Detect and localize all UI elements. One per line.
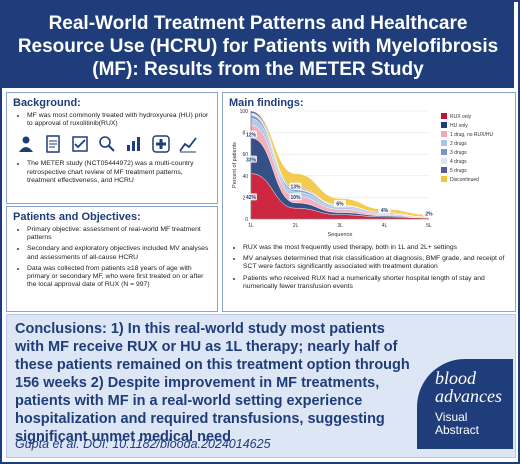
legend-label: 2 drugs [450,141,467,147]
page-title: Real-World Treatment Patterns and Health… [17,13,499,80]
svg-text:12%: 12% [246,133,257,139]
va-line-1: Visual [435,410,468,424]
findings-bullets-wrap: RUX was the most frequently used therapy… [223,241,513,294]
y-tick-label: 60 [242,152,248,158]
x-tick-label: 1L [248,223,254,229]
y-tick-label: 0 [245,217,248,223]
data-label: 2% [423,209,435,217]
legend-swatch [441,131,447,137]
x-tick-label: 3L [337,223,343,229]
legend-label: Discontinued [450,177,479,183]
data-label: 12% [245,130,257,139]
logo-line-1: blood [435,368,477,388]
conclusions-text: Conclusions: 1) In this real-world study… [15,320,410,446]
x-tick-label: 2L [293,223,299,229]
svg-text:6%: 6% [336,202,344,208]
blood-advances-badge: blood advances Visual Abstract [417,359,513,449]
patients-title: Patients and Objectives: [13,211,141,223]
legend-label: HU only [450,123,468,129]
legend-swatch [441,176,447,182]
findings-panel: Main findings: 0204060801001L2L3L4L5LSeq… [222,92,516,312]
svg-text:33%: 33% [246,157,257,163]
blood-advances-logo: blood advances [435,369,502,405]
findings-bullet-1: RUX was the most frequently used therapy… [243,244,509,252]
legend-label: 5 drugs [450,168,467,174]
legend-swatch [441,113,447,119]
svg-text:10%: 10% [290,195,301,201]
data-label: 33% [245,155,257,163]
legend-swatch [441,140,447,146]
checklist-icon [72,136,88,152]
person-icon [19,136,33,152]
findings-bullets: RUX was the most frequently used therapy… [223,244,513,291]
patients-panel: Patients and Objectives: Primary objecti… [6,206,218,312]
data-label: 4% [378,206,391,214]
data-label: 42% [245,193,257,201]
svg-text:13%: 13% [290,184,301,190]
treatment-sequence-chart: 0204060801001L2L3L4L5LSequencePercent of… [232,109,493,238]
x-tick-label: 5L [426,223,432,229]
graph-icon [179,137,197,153]
patients-bullets: Primary objective: assessment of real-wo… [7,226,217,289]
svg-text:42%: 42% [246,195,257,201]
visual-abstract-label: Visual Abstract [435,411,479,437]
data-label: 6% [334,199,346,208]
patients-bullet-3: Data was collected from patients ≥18 yea… [27,265,213,290]
background-title: Background: [13,97,81,109]
header-banner: Real-World Treatment Patterns and Health… [2,2,514,88]
findings-bullet-2: MV analyses determined that risk classif… [243,255,509,271]
legend-label: 4 drugs [450,159,467,165]
patients-bullet-1: Primary objective: assessment of real-wo… [27,226,213,242]
background-bullets: MF was most commonly treated with hydrox… [7,112,217,128]
svg-text:2%: 2% [425,211,433,217]
conclusions-panel: Conclusions: 1) In this real-world study… [6,314,516,458]
va-line-2: Abstract [435,423,480,437]
legend-swatch [441,158,447,164]
background-bullet-1: MF was most commonly treated with hydrox… [27,112,213,128]
findings-title: Main findings: [229,97,304,109]
citation: Gupta et al. DOI: 10.1182/blooda.2024014… [15,437,271,451]
background-bullets-2: The METER study (NCT05444972) was a mult… [7,160,217,185]
conclusions-body: 1) In this real-world study most patient… [15,321,410,445]
cross-icon [152,135,170,153]
legend-label: RUX only [450,114,472,120]
background-panel: Background: MF was most commonly treated… [6,92,218,204]
legend-swatch [441,167,447,173]
search-icon [99,136,115,152]
background-bullet-2: The METER study (NCT05444972) was a mult… [27,160,213,185]
y-tick-label: 40 [242,174,248,180]
legend-swatch [441,149,447,155]
document-icon [46,135,60,153]
legend-label: 1 drug, no RUX/HU [450,132,493,138]
logo-line-2: advances [435,386,502,406]
icon-row [17,135,213,155]
conclusions-lead: Conclusions: [15,321,107,337]
y-axis-label: Percent of patients [232,142,238,188]
chart-icon [127,137,140,151]
y-tick-label: 100 [240,109,249,115]
findings-bullet-3: Patients who received RUX had a numerica… [243,275,509,291]
data-label: 13% [289,182,302,190]
data-label: 10% [289,193,302,201]
legend-swatch [441,122,447,128]
svg-text:4%: 4% [381,208,389,214]
x-axis-label: Sequence [328,232,353,238]
legend-label: 3 drugs [450,150,467,156]
x-tick-label: 4L [382,223,388,229]
patients-bullet-2: Secondary and exploratory objectives inc… [27,245,213,261]
